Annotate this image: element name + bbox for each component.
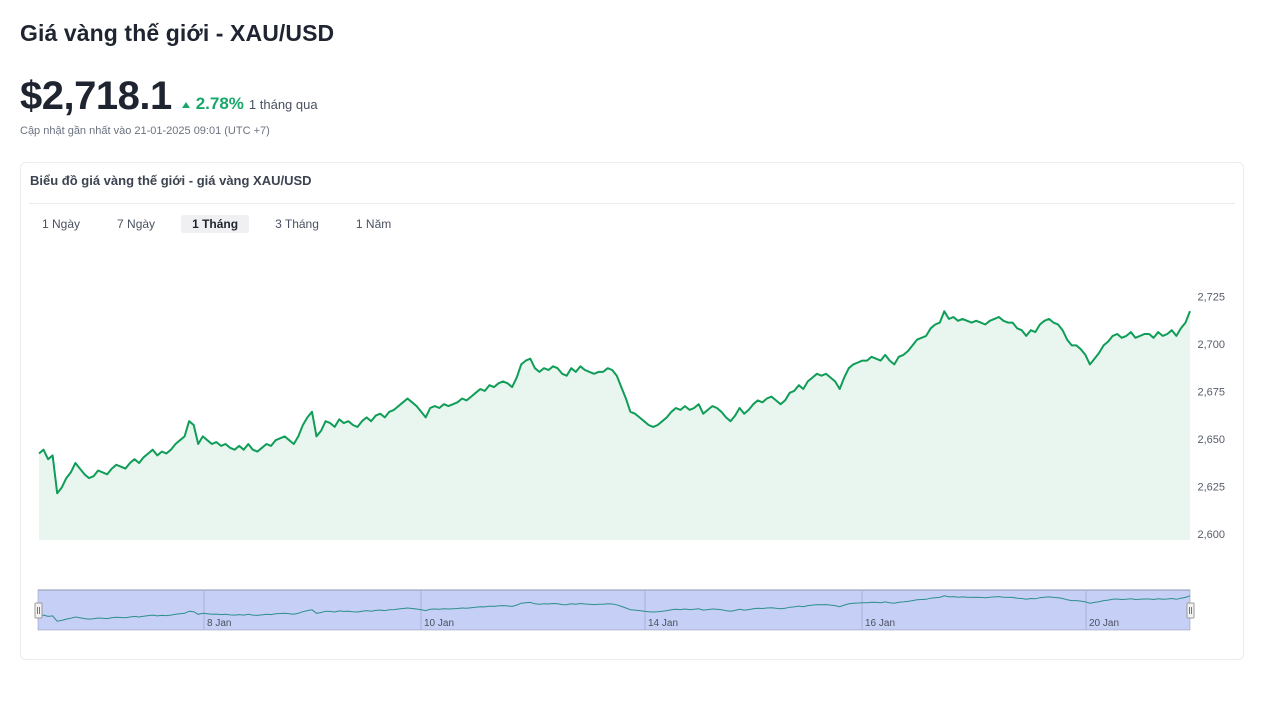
tab-3-months[interactable]: 3 Tháng [275,217,319,231]
navigator[interactable]: 8 Jan 10 Jan 14 Jan 16 Jan 20 Jan [34,589,1195,631]
last-updated: Cập nhật gần nhất vào 21-01-2025 09:01 (… [20,125,270,137]
y-tick-label: 2,700 [1197,339,1225,351]
navigator-date-label: 8 Jan [207,618,231,629]
y-tick-label: 2,600 [1197,529,1225,541]
y-tick-label: 2,650 [1197,434,1225,446]
navigator-date-label: 16 Jan [865,618,895,629]
tab-1-day[interactable]: 1 Ngày [42,217,81,231]
y-axis: 2,600 2,625 2,650 2,675 2,700 2,725 [1197,292,1225,542]
navigator-date-label: 10 Jan [424,618,454,629]
navigator-handle-left[interactable] [34,602,43,619]
tab-1-month[interactable]: 1 Tháng [181,215,250,233]
y-tick-label: 2,625 [1197,482,1225,494]
chart-card: Biểu đồ giá vàng thế giới - giá vàng XAU… [20,162,1244,660]
main-plot [38,310,1191,540]
y-tick-label: 2,725 [1197,292,1225,304]
card-divider [29,203,1235,204]
price-line [38,310,1191,495]
navigator-handle-right[interactable] [1186,602,1195,619]
range-tabs: 1 Ngày 7 Ngày 1 Tháng 3 Tháng 1 Năm [31,215,417,233]
change-percent: 2.78% [195,94,244,113]
y-tick-label: 2,675 [1197,387,1225,399]
page-title: Giá vàng thế giới - XAU/USD [20,20,335,46]
chart-card-title: Biểu đồ giá vàng thế giới - giá vàng XAU… [30,173,312,188]
tab-7-days[interactable]: 7 Ngày [117,217,156,231]
navigator-line [38,595,1191,622]
price-change: 2.78% [181,94,244,114]
navigator-date-label: 20 Jan [1089,618,1119,629]
navigator-date-label: 14 Jan [648,618,678,629]
arrow-up-icon [181,102,190,108]
price-area [39,311,1190,540]
tab-1-year[interactable]: 1 Năm [355,217,392,231]
price-summary: $2,718.1 2.78% 1 tháng qua [20,74,318,122]
current-price: $2,718.1 [20,74,172,118]
change-period: 1 tháng qua [248,97,318,112]
